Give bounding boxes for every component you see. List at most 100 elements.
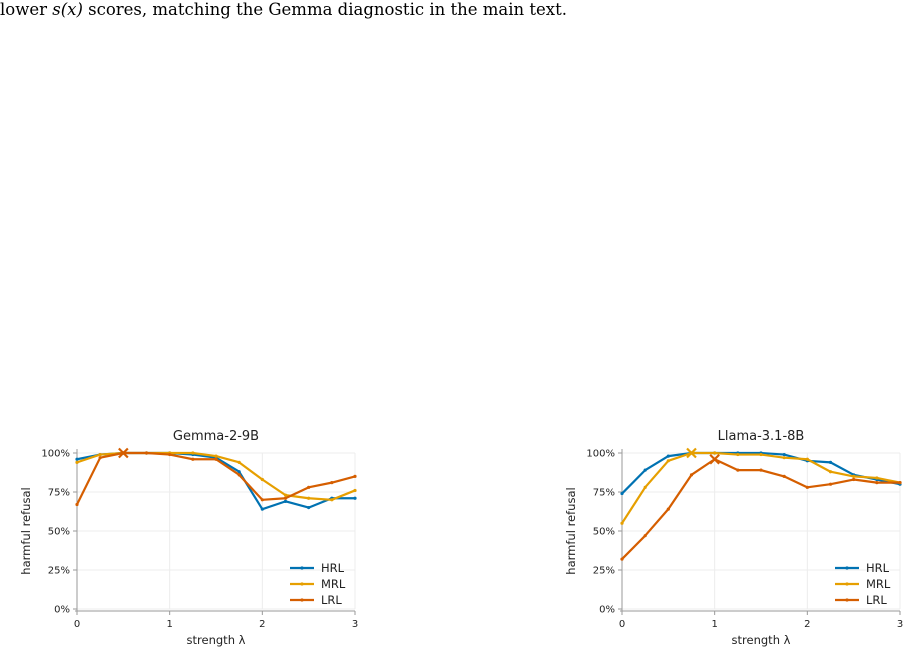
data-point-hrl bbox=[666, 454, 670, 458]
legend-swatch-point bbox=[300, 598, 304, 602]
y-tick-label: 25% bbox=[48, 566, 70, 577]
data-point-hrl bbox=[237, 470, 241, 474]
series-line-mrl bbox=[620, 451, 902, 525]
data-point-mrl bbox=[330, 498, 334, 502]
legend-swatch-point bbox=[300, 566, 304, 570]
chart-panel-2: 0% 25% 50% 75% 100% 0 1 2 3 Llama-3.1-8B strength … bbox=[564, 429, 903, 647]
data-point-mrl bbox=[852, 474, 856, 478]
legend-label-mrl: MRL bbox=[321, 577, 346, 591]
data-point-mrl bbox=[214, 454, 218, 458]
x-axis-label: strength λ bbox=[732, 633, 791, 647]
data-point-mrl bbox=[828, 470, 833, 474]
x-tick-label: 0 bbox=[74, 619, 80, 630]
x-tick-label: 3 bbox=[352, 619, 358, 630]
data-point-lrl bbox=[736, 468, 740, 472]
x-tick-label: 0 bbox=[619, 619, 625, 630]
data-point-mrl bbox=[782, 456, 786, 460]
data-point-hrl bbox=[353, 496, 357, 500]
data-point-mrl bbox=[805, 457, 809, 461]
figure-caption: lower s(x) scores, matching the Gemma di… bbox=[0, 0, 910, 20]
y-tick-label: 0% bbox=[599, 605, 615, 616]
data-point-mrl bbox=[713, 451, 717, 455]
x-tick-label: 1 bbox=[166, 619, 172, 630]
chart-title: Llama-3.1-8B bbox=[718, 429, 805, 444]
y-tick-label: 75% bbox=[48, 488, 70, 499]
data-point-hrl bbox=[260, 507, 264, 511]
x-marker-mrl bbox=[686, 447, 697, 459]
data-point-lrl bbox=[237, 473, 241, 477]
x-tick-label: 3 bbox=[897, 619, 903, 630]
data-point-mrl bbox=[875, 476, 879, 480]
data-point-mrl bbox=[353, 488, 357, 493]
data-point-mrl bbox=[283, 493, 288, 497]
legend: HRL MRL LRL bbox=[290, 561, 346, 607]
data-point-lrl bbox=[214, 457, 218, 461]
data-point-mrl bbox=[75, 460, 79, 464]
legend-label-lrl: LRL bbox=[866, 593, 887, 607]
data-point-hrl bbox=[643, 468, 647, 472]
data-point-lrl bbox=[898, 481, 902, 485]
legend-label-mrl: MRL bbox=[866, 577, 891, 591]
data-point-mrl bbox=[260, 477, 264, 482]
data-point-hrl bbox=[307, 506, 311, 510]
x-marker-stroke bbox=[686, 447, 697, 459]
y-tick-label: 50% bbox=[593, 527, 615, 538]
series-line-hrl bbox=[620, 451, 902, 495]
y-tick-label: 100% bbox=[41, 449, 70, 460]
data-point-mrl bbox=[736, 452, 740, 457]
legend-swatch-point bbox=[845, 582, 849, 586]
caption-math: s(x) bbox=[52, 0, 83, 19]
y-axis-label: harmful refusal bbox=[564, 487, 578, 574]
data-point-lrl bbox=[782, 474, 786, 478]
y-tick-label: 25% bbox=[593, 566, 615, 577]
legend-swatch-point bbox=[300, 582, 304, 586]
caption-suffix: scores, matching the Gemma diagnostic in… bbox=[82, 0, 567, 19]
y-axis-label: harmful refusal bbox=[19, 487, 33, 574]
legend-swatch-point bbox=[845, 566, 849, 570]
data-point-lrl bbox=[307, 485, 311, 489]
data-point-hrl bbox=[75, 457, 79, 461]
data-point-mrl bbox=[307, 496, 311, 500]
data-point-hrl bbox=[782, 452, 786, 457]
data-point-mrl bbox=[98, 452, 102, 457]
x-marker-stroke bbox=[709, 453, 720, 465]
legend-label-hrl: HRL bbox=[321, 561, 345, 575]
data-point-mrl bbox=[237, 460, 241, 464]
x-marker-stroke bbox=[118, 447, 129, 459]
data-point-lrl bbox=[828, 482, 833, 486]
data-point-lrl bbox=[875, 481, 879, 485]
data-point-hrl bbox=[828, 460, 833, 464]
data-point-lrl bbox=[353, 474, 357, 478]
data-point-lrl bbox=[75, 502, 79, 507]
data-point-mrl bbox=[759, 452, 763, 457]
data-point-lrl bbox=[191, 457, 195, 461]
y-tick-label: 50% bbox=[48, 527, 70, 538]
y-tick-label: 100% bbox=[586, 449, 615, 460]
series-line-lrl bbox=[620, 458, 902, 561]
data-point-lrl bbox=[283, 496, 288, 500]
data-point-lrl bbox=[98, 456, 102, 460]
legend-swatch-point bbox=[845, 598, 849, 602]
data-point-lrl bbox=[168, 452, 172, 457]
data-point-hrl bbox=[620, 491, 624, 496]
legend: HRL MRL LRL bbox=[835, 561, 891, 607]
x-axis-label: strength λ bbox=[187, 633, 246, 647]
data-point-lrl bbox=[330, 481, 334, 485]
data-point-lrl bbox=[643, 534, 647, 538]
data-point-mrl bbox=[191, 451, 195, 455]
data-point-lrl bbox=[620, 557, 624, 561]
data-point-lrl bbox=[144, 451, 149, 455]
data-point-lrl bbox=[260, 498, 264, 502]
data-point-lrl bbox=[666, 507, 670, 511]
data-point-lrl bbox=[689, 473, 694, 477]
x-marker-lrl bbox=[709, 453, 720, 465]
x-tick-label: 1 bbox=[711, 619, 717, 630]
x-marker-lrl bbox=[118, 447, 129, 459]
data-point-hrl bbox=[283, 499, 288, 503]
data-point-mrl bbox=[620, 521, 624, 525]
chart-panel-1: 0% 25% 50% 75% 100% 0 1 2 3 Gemma-2-9B strength λ h… bbox=[19, 429, 358, 647]
legend-label-lrl: LRL bbox=[321, 593, 342, 607]
data-point-lrl bbox=[852, 477, 856, 482]
y-tick-label: 75% bbox=[593, 488, 615, 499]
